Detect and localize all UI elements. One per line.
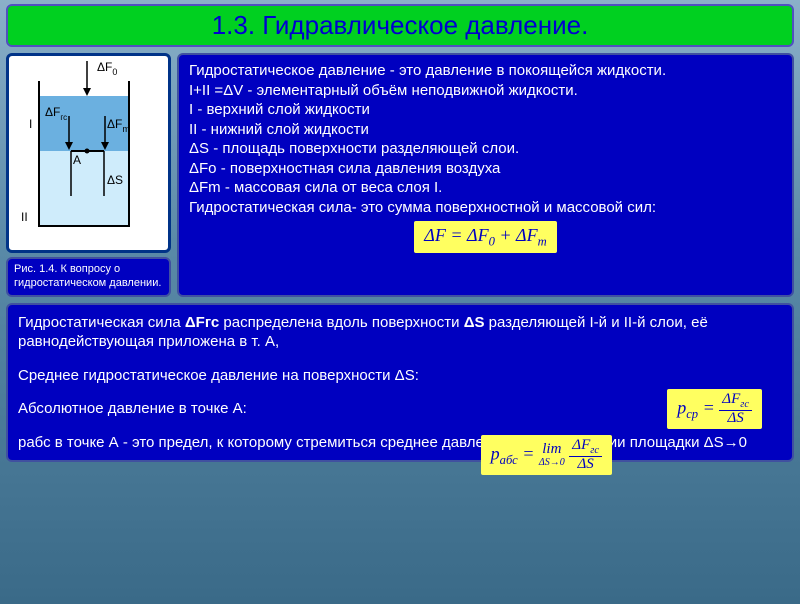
slide-title: 1.3. Гидравлическое давление.: [6, 4, 794, 47]
label-II: II: [21, 210, 28, 224]
para-2: Среднее гидростатическое давление на пов…: [18, 366, 782, 386]
diagram-caption: Рис. 1.4. К вопросу о гидростатическом д…: [6, 257, 171, 297]
def-line-3: I - верхний слой жидкости: [189, 100, 782, 120]
formula-pabs: pабс = lim ΔS→0 ΔFгс ΔS: [481, 435, 612, 476]
top-row: ΔF0 ΔFгс ΔFm A ΔS I II Рис. 1.4. К вопро…: [6, 53, 794, 297]
def-line-6: ΔFо - поверхностная сила давления воздух…: [189, 159, 782, 179]
diagram-column: ΔF0 ΔFгс ΔFm A ΔS I II Рис. 1.4. К вопро…: [6, 53, 171, 297]
point-A: [85, 149, 90, 154]
label-F0: ΔF0: [97, 60, 117, 77]
label-A: A: [73, 153, 81, 167]
def-line-8: Гидростатическая сила- это сумма поверхн…: [189, 198, 782, 218]
def-line-5: ΔS - площадь поверхности разделяющей сло…: [189, 139, 782, 159]
label-dS: ΔS: [107, 173, 123, 187]
def-line-7: ΔFm - массовая сила от веса слоя I.: [189, 178, 782, 198]
liquid-layer-II: [39, 151, 129, 226]
bottom-panel: Гидростатическая сила ΔFгс распределена …: [6, 303, 794, 463]
def-line-2: I+II =ΔV - элементарный объём неподвижно…: [189, 81, 782, 101]
def-line-4: II - нижний слой жидкости: [189, 120, 782, 140]
formula-sum-box: ΔF = ΔF0 + ΔFm: [414, 221, 556, 253]
label-I: I: [29, 117, 32, 131]
para-1: Гидростатическая сила ΔFгс распределена …: [18, 313, 782, 352]
formula-pcr: pср = ΔFгс ΔS: [667, 389, 762, 430]
diagram: ΔF0 ΔFгс ΔFm A ΔS I II: [6, 53, 171, 253]
arrow-F0-head: [83, 88, 91, 96]
definitions-panel: Гидростатическое давление - это давление…: [177, 53, 794, 297]
formula-sum: ΔF = ΔF0 + ΔFm: [189, 221, 782, 253]
def-line-1: Гидростатическое давление - это давление…: [189, 61, 782, 81]
para-4: рабс в точке А - это предел, к которому …: [18, 433, 782, 453]
diagram-svg: ΔF0 ΔFгс ΔFm A ΔS I II: [9, 56, 169, 251]
